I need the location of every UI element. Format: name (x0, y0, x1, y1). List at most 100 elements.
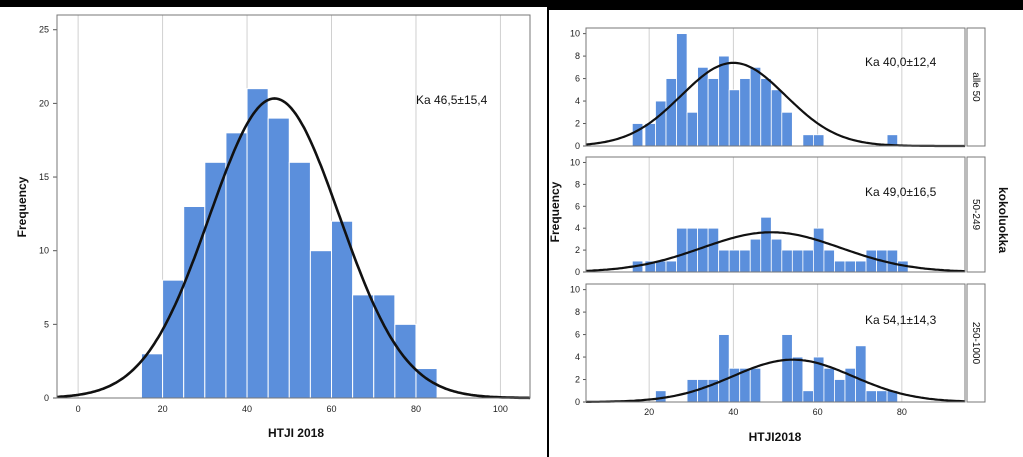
histogram-bar (886, 249, 899, 273)
histogram-bar (655, 390, 667, 403)
facet-panel-2: 0 2 4 6 8 10 250-1000 Ka 54,1±14,3 (570, 283, 986, 407)
histogram-bar (728, 249, 741, 273)
y-tick-label: 0 (575, 141, 580, 151)
histogram-bar (394, 323, 417, 399)
y-axis-label-right: Frequency (549, 181, 562, 242)
histogram-bar (781, 249, 793, 273)
x-tick-label: 20 (644, 407, 654, 417)
histogram-bar (739, 249, 751, 273)
y-tick-label: 4 (575, 223, 580, 233)
histogram-bar (781, 334, 793, 403)
histogram-bar (655, 100, 667, 147)
histogram-bar (876, 390, 888, 403)
histogram-bar (718, 249, 730, 273)
histogram-bar (770, 89, 783, 147)
histogram-bar (739, 78, 751, 147)
y-tick-label: 0 (575, 267, 580, 277)
histogram-bar (855, 260, 867, 273)
histogram-bar (267, 117, 290, 399)
grouped-histogram-chart: 0 2 4 6 8 10 alle 50 Ka 40,0±12,4 0 2 4 6 8 10 50-249 K… (549, 27, 1010, 444)
histogram-bar (288, 161, 311, 399)
plot-frame (585, 156, 966, 273)
y-tick-label: 10 (570, 29, 580, 39)
histogram-bar (802, 249, 814, 273)
plot-frame (585, 283, 966, 403)
histogram-bar (749, 367, 762, 403)
plot-frame (56, 14, 531, 399)
mean-sd-annotation: Ka 40,0±12,4 (865, 55, 937, 69)
axes (53, 14, 531, 399)
grouped-histogram-panel: 0 2 4 6 8 10 alle 50 Ka 40,0±12,4 0 2 4 6 8 10 50-249 K… (549, 10, 1023, 457)
histogram-bar (352, 294, 375, 399)
y-tick-label: 10 (570, 157, 580, 167)
histogram-bar (791, 356, 804, 403)
histogram-bar (707, 227, 720, 273)
x-tick-label: 0 (76, 404, 81, 414)
mean-sd-annotation: Ka 46,5±15,4 (416, 93, 488, 107)
y-tick-label: 8 (575, 179, 580, 189)
histogram-bar (865, 249, 877, 273)
y-axis-label: Frequency (15, 176, 29, 237)
histogram-bar (728, 89, 741, 147)
normal-curve (56, 97, 531, 400)
group-strip-label: 250-1000 (970, 322, 981, 365)
histogram-bar (697, 227, 709, 273)
y-tick-labels: 0 5 10 15 20 25 (39, 25, 49, 403)
y-tick-label: 4 (575, 96, 580, 106)
histogram-bar (823, 367, 835, 403)
mean-sd-annotation: Ka 54,1±14,3 (865, 313, 937, 327)
histogram-bar (834, 260, 846, 273)
histogram-bar (812, 227, 825, 273)
y-tick-label: 20 (39, 98, 49, 108)
overall-histogram-chart: 0 20 40 60 80 100 0 5 10 15 20 25 Ka 46,5±15,4 HTJ… (15, 14, 531, 440)
histogram-bar (855, 345, 867, 403)
y-tick-label: 0 (575, 397, 580, 407)
x-axis-label: HTJI 2018 (268, 426, 324, 440)
y-tick-label: 6 (575, 330, 580, 340)
plot-frame (585, 27, 966, 147)
y-tick-label: 5 (44, 319, 49, 329)
y-tick-label: 8 (575, 307, 580, 317)
y-tick-label: 25 (39, 25, 49, 35)
histogram-bar (834, 379, 846, 403)
histogram-bar (823, 249, 835, 273)
x-tick-label: 40 (242, 404, 252, 414)
mean-sd-annotation: Ka 49,0±16,5 (865, 185, 937, 199)
facet-panel-0: 0 2 4 6 8 10 alle 50 Ka 40,0±12,4 (570, 27, 986, 151)
x-tick-label: 40 (728, 407, 738, 417)
histogram-bar (865, 390, 877, 403)
histogram-bar (707, 78, 720, 147)
y-tick-label: 10 (39, 246, 49, 256)
facet-panel-1: 0 2 4 6 8 10 50-249 Ka 49,0±16,5 (570, 156, 986, 277)
histogram-bar (802, 134, 814, 147)
histogram-bar (665, 78, 677, 147)
x-tick-label: 60 (813, 407, 823, 417)
y-tick-label: 8 (575, 51, 580, 61)
histogram-bar (697, 379, 709, 403)
histogram-bar (644, 123, 656, 147)
histogram-bar (802, 390, 814, 403)
histogram-bar (844, 260, 856, 273)
group-strip (966, 27, 986, 147)
normal-curve (585, 231, 966, 273)
group-strip (966, 156, 986, 273)
top-border-bar (0, 0, 547, 7)
y-tick-label: 15 (39, 172, 49, 182)
histogram-bar (309, 250, 333, 399)
histogram-bar (760, 216, 772, 273)
y-tick-label: 2 (575, 119, 580, 129)
y-tick-label: 4 (575, 352, 580, 362)
x-tick-label: 80 (411, 404, 421, 414)
facet-title: kokoluokka (996, 187, 1010, 253)
x-tick-label: 100 (493, 404, 508, 414)
histogram-bar (331, 220, 354, 399)
histogram-bar (812, 134, 825, 147)
histogram-bar (781, 111, 793, 147)
y-tick-label: 0 (44, 393, 49, 403)
group-strip-label: alle 50 (970, 72, 981, 102)
histogram-bar (749, 238, 762, 273)
x-tick-labels: 0 20 40 60 80 100 (76, 404, 508, 414)
facet-panels: 0 2 4 6 8 10 alle 50 Ka 40,0±12,4 0 2 4 6 8 10 50-249 K… (570, 27, 986, 417)
overall-histogram-panel: 0 20 40 60 80 100 0 5 10 15 20 25 Ka 46,5±15,4 HTJ… (0, 0, 547, 457)
histogram-bar (770, 238, 783, 273)
